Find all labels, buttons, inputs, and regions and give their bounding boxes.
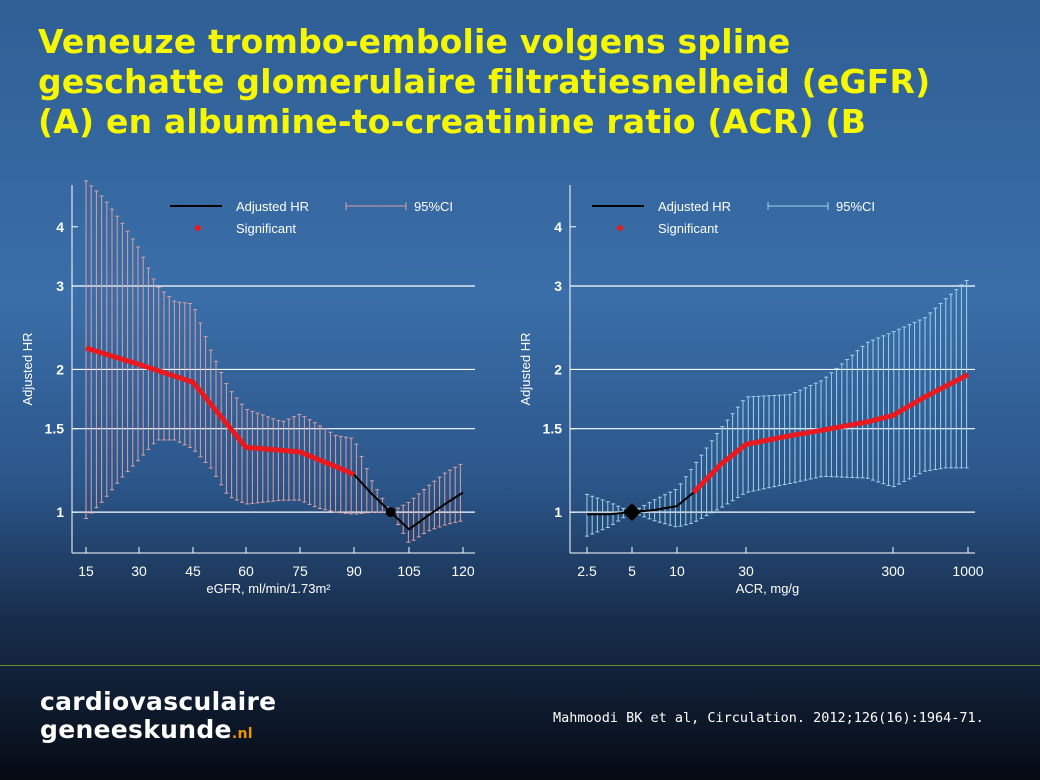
panel-B: 1 1.5 2 3 4 2.5 5 10 30 300 1000 ACR, mg/g Adjusted … — [518, 185, 984, 596]
y-tick-label: 3 — [56, 278, 64, 294]
citation: Mahmoodi BK et al, Circulation. 2012;126… — [553, 710, 984, 726]
significant-line — [691, 372, 970, 495]
x-tick-label: 30 — [738, 563, 754, 579]
x-tick-label: 30 — [131, 563, 147, 579]
legend-label-significant: Significant — [236, 221, 296, 236]
legend-label-ci: 95%CI — [414, 199, 453, 214]
footer-divider — [0, 665, 1040, 666]
y-axis-label: Adjusted HR — [518, 333, 533, 406]
y-tick-label: 4 — [56, 219, 64, 235]
legend-label-ci: 95%CI — [836, 199, 875, 214]
x-axis-label: ACR, mg/g — [736, 581, 800, 596]
ci-band — [84, 180, 463, 543]
panel-A: 1 1.5 2 3 4 15 30 45 60 75 90 105 120 eGFR, ml/min/1.… — [20, 180, 475, 596]
x-tick-label: 300 — [881, 563, 905, 579]
reference-marker — [385, 507, 396, 518]
legend-swatch-significant — [195, 225, 201, 231]
x-tick-label: 75 — [292, 563, 308, 579]
x-tick-label: 105 — [397, 563, 421, 579]
legend-label-hr: Adjusted HR — [236, 199, 309, 214]
x-tick-label: 15 — [78, 563, 94, 579]
brand-line-2: geneeskunde — [40, 715, 232, 744]
brand-suffix: .nl — [231, 726, 253, 742]
reference-marker — [623, 503, 641, 522]
y-tick-label: 2 — [554, 361, 562, 377]
x-tick-label: 1000 — [952, 563, 983, 579]
y-tick-label: 1 — [554, 504, 562, 520]
y-tick-label: 3 — [554, 278, 562, 294]
legend-swatch-significant — [617, 225, 623, 231]
y-tick-label: 1.5 — [45, 421, 65, 437]
significant-line — [85, 345, 356, 477]
x-axis-label: eGFR, ml/min/1.73m² — [206, 581, 331, 596]
slide-title: Veneuze trombo-embolie volgens spline ge… — [38, 22, 1018, 142]
brand-logo: cardiovasculaire geneeskunde.nl — [40, 688, 276, 748]
y-tick-label: 2 — [56, 361, 64, 377]
brand-line-1: cardiovasculaire — [40, 687, 277, 716]
x-tick-label: 10 — [669, 563, 685, 579]
x-tick-label: 120 — [451, 563, 475, 579]
ci-band — [585, 279, 969, 537]
title-line-3: (A) en albumine-to-creatinine ratio (ACR… — [38, 102, 867, 141]
x-tick-label: 2.5 — [577, 563, 597, 579]
legend-label-significant: Significant — [658, 221, 718, 236]
legend-label-hr: Adjusted HR — [658, 199, 731, 214]
x-tick-label: 60 — [238, 563, 254, 579]
x-tick-label: 90 — [346, 563, 362, 579]
title-line-1: Veneuze trombo-embolie volgens spline — [38, 22, 791, 61]
y-tick-label: 4 — [554, 219, 562, 235]
title-line-2: geschatte glomerulaire filtratiesnelheid… — [38, 62, 931, 101]
x-tick-label: 45 — [185, 563, 201, 579]
y-tick-label: 1 — [56, 504, 64, 520]
y-axis-label: Adjusted HR — [20, 333, 35, 406]
x-tick-label: 5 — [628, 563, 636, 579]
y-tick-label: 1.5 — [543, 421, 563, 437]
